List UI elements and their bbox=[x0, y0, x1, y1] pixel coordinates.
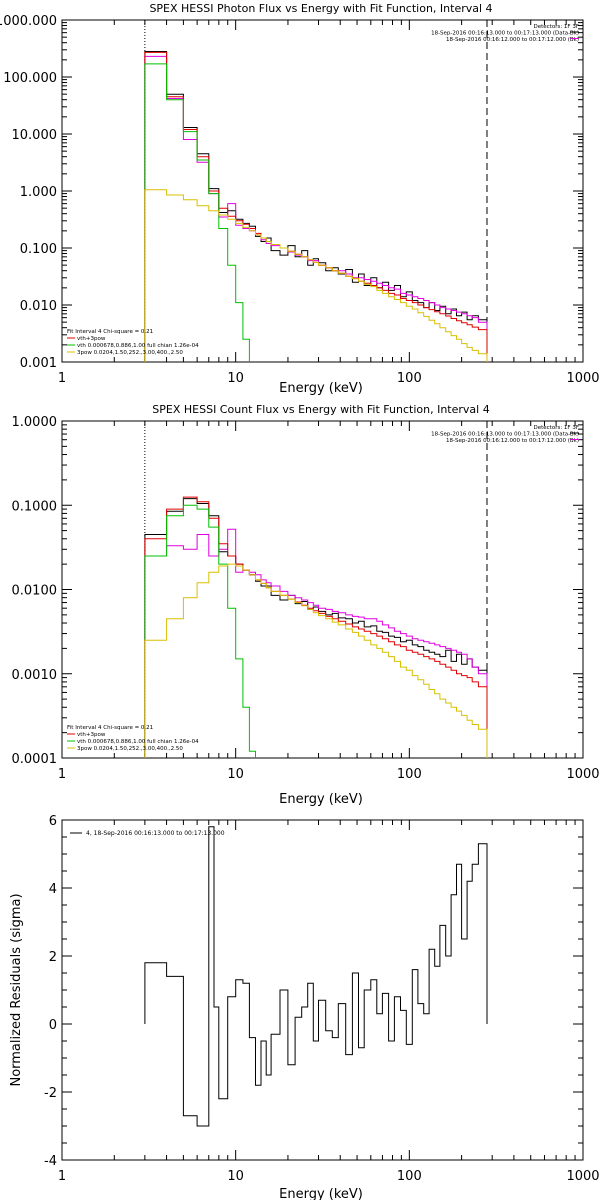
residuals-ylabel: Normalized Residuals (sigma) bbox=[9, 893, 24, 1086]
photon-legend-entry: 3pow 0.0204,1.50,252.,3.00,400.,2.50 bbox=[77, 350, 183, 356]
count-y-tick-label: 0.0001 bbox=[12, 752, 58, 767]
count-y-tick-label: 0.0100 bbox=[12, 584, 58, 599]
count-legend-entry: 18-Sep-2016 00:16:12.000 to 00:17:12.000… bbox=[446, 438, 579, 444]
count-x-tick-label: 1 bbox=[58, 767, 66, 782]
residuals-plot: Energy (keV) Normalized Residuals (sigma… bbox=[9, 814, 600, 1200]
photon-y-tick-label: 1000.000 bbox=[0, 14, 57, 29]
photon-flux-xlabel: Energy (keV) bbox=[279, 381, 363, 396]
count-series-3 bbox=[144, 504, 256, 758]
photon-series-4 bbox=[144, 189, 488, 362]
count-y-tick-label: 0.0010 bbox=[12, 668, 58, 683]
residual-y-tick-label: -4 bbox=[44, 1154, 57, 1169]
photon-x-tick-label: 1000 bbox=[566, 371, 599, 386]
residual-x-tick-label: 1000 bbox=[566, 1169, 599, 1184]
photon-legend-entry: 18-Sep-2016 00:16:12.000 to 00:17:12.000… bbox=[446, 37, 579, 43]
count-legend-entry: Detectors: 1F 3F bbox=[533, 425, 579, 431]
count-x-tick-label: 100 bbox=[397, 767, 422, 782]
residual-y-tick-label: 4 bbox=[49, 882, 57, 897]
photon-x-tick-label: 1 bbox=[58, 371, 66, 386]
count-y-tick-label: 0.1000 bbox=[12, 499, 58, 514]
residual-x-tick-label: 10 bbox=[227, 1169, 244, 1184]
photon-legend-entry: vth+3pow bbox=[77, 336, 106, 342]
photon-y-tick-label: 100.000 bbox=[3, 71, 57, 86]
photon-y-tick-label: 0.001 bbox=[20, 356, 57, 371]
count-x-tick-label: 10 bbox=[227, 767, 244, 782]
count-series-1 bbox=[144, 528, 488, 758]
count-flux-title: SPEX HESSI Count Flux vs Energy with Fit… bbox=[152, 403, 489, 416]
residual-y-tick-label: -2 bbox=[44, 1086, 57, 1101]
count-plot-frame bbox=[61, 420, 584, 759]
photon-x-tick-label: 10 bbox=[227, 371, 244, 386]
residual-legend-entry: 4, 18-Sep-2016 00:16:13.000 to 00:17:13.… bbox=[86, 830, 225, 837]
photon-series-1 bbox=[144, 55, 488, 362]
residual-y-tick-label: 0 bbox=[49, 1018, 57, 1033]
residual-series-0 bbox=[144, 826, 488, 1127]
residual-x-tick-label: 100 bbox=[397, 1169, 422, 1184]
count-flux-xlabel: Energy (keV) bbox=[279, 792, 363, 807]
photon-legend-entry: vth 0.000678,0.886,1.00 full chian 1.26e… bbox=[77, 343, 199, 349]
residual-y-tick-label: 6 bbox=[49, 814, 57, 829]
count-series-2 bbox=[144, 496, 488, 758]
count-series-4 bbox=[144, 563, 488, 758]
photon-series-0 bbox=[144, 51, 488, 362]
photon-x-tick-label: 100 bbox=[397, 371, 422, 386]
residuals-xlabel: Energy (keV) bbox=[279, 1187, 363, 1200]
photon-legend-entry: 18-Sep-2016 00:16:13.000 to 00:17:13.000… bbox=[431, 31, 579, 37]
residual-y-tick-label: 2 bbox=[49, 950, 57, 965]
photon-flux-plot: SPEX HESSI Photon Flux vs Energy with Fi… bbox=[0, 2, 600, 396]
residual-x-tick-label: 1 bbox=[58, 1169, 66, 1184]
photon-y-tick-label: 10.000 bbox=[12, 128, 58, 143]
photon-y-tick-label: 1.000 bbox=[20, 185, 57, 200]
count-flux-plot: SPEX HESSI Count Flux vs Energy with Fit… bbox=[12, 403, 600, 807]
photon-flux-title: SPEX HESSI Photon Flux vs Energy with Fi… bbox=[149, 2, 492, 15]
photon-legend-entry: Detectors: 1F 3F bbox=[533, 24, 579, 30]
photon-series-2 bbox=[144, 51, 488, 362]
count-legend-entry: vth 0.000678,0.886,1.00 full chian 1.26e… bbox=[77, 739, 199, 745]
photon-legend-entry: Fit Interval 4 Chi-square = 0.21 bbox=[67, 329, 153, 335]
photon-y-tick-label: 0.100 bbox=[20, 242, 57, 257]
photon-y-tick-label: 0.010 bbox=[20, 299, 57, 314]
count-legend-entry: 18-Sep-2016 00:16:13.000 to 00:17:13.000… bbox=[431, 432, 579, 438]
count-legend-entry: vth+3pow bbox=[77, 732, 106, 738]
count-x-tick-label: 1000 bbox=[566, 767, 599, 782]
count-y-tick-label: 1.0000 bbox=[12, 415, 58, 430]
photon-plot-frame bbox=[61, 19, 584, 363]
count-legend-entry: Fit Interval 4 Chi-square = 0.21 bbox=[67, 725, 153, 731]
residual-plot-frame bbox=[61, 819, 584, 1161]
photon-series-3 bbox=[144, 63, 250, 362]
count-legend-entry: 3pow 0.0204,1.50,252.,3.00,400.,2.50 bbox=[77, 746, 183, 752]
